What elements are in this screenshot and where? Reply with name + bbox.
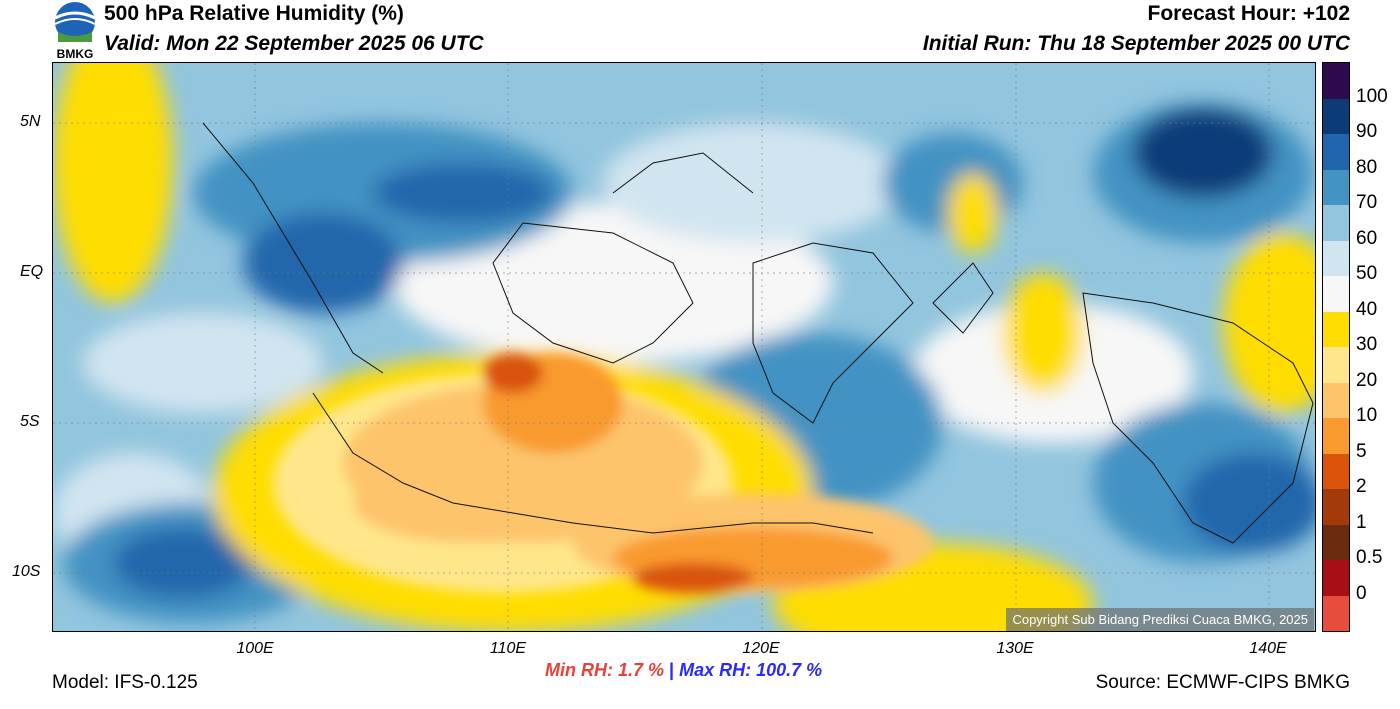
colorbar-segment (1323, 560, 1349, 596)
colorbar-label: 0.5 (1356, 547, 1383, 568)
colorbar-label: 70 (1356, 192, 1378, 213)
colorbar-segment (1323, 63, 1349, 99)
colorbar-label: 20 (1356, 369, 1378, 391)
colorbar-segment (1323, 595, 1349, 631)
colorbar-label: 80 (1356, 156, 1378, 178)
max-rh: Max RH: 100.7 % (679, 660, 823, 680)
colorbar-segment (1323, 169, 1349, 205)
colorbar-segment (1323, 453, 1349, 489)
svg-text:BMKG: BMKG (57, 47, 94, 61)
lat-label-5s: 5S (20, 413, 40, 430)
colorbar-label: 40 (1356, 298, 1378, 320)
map-title: 500 hPa Relative Humidity (%) (104, 2, 404, 25)
humidity-field (53, 63, 1315, 631)
lon-label-110e: 110E (489, 640, 527, 657)
colorbar-segment (1323, 98, 1349, 134)
humidity-map (52, 62, 1316, 632)
valid-time: Valid: Mon 22 September 2025 06 UTC (104, 32, 484, 55)
lon-label-140e: 140E (1249, 640, 1287, 657)
colorbar-segment (1323, 205, 1349, 241)
colorbar-segment (1323, 311, 1349, 347)
colorbar-label: 60 (1356, 227, 1378, 249)
colorbar-label: 0 (1356, 582, 1367, 604)
colorbar-segment (1323, 347, 1349, 383)
colorbar-label: 30 (1356, 334, 1378, 355)
colorbar-label: 2 (1356, 476, 1367, 497)
colorbar-label: 50 (1356, 263, 1378, 284)
colorbar-segment (1323, 524, 1349, 560)
rh-stats: Min RH: 1.7 % | Max RH: 100.7 % (545, 660, 822, 681)
lat-label-5n: 5N (20, 113, 41, 130)
colorbar-label: 100 (1356, 85, 1388, 107)
model-label: Model: IFS-0.125 (52, 672, 198, 693)
initial-run: Initial Run: Thu 18 September 2025 00 UT… (922, 32, 1350, 55)
lon-label-100e: 100E (236, 640, 274, 657)
lon-label-120e: 120E (742, 640, 780, 657)
source-label: Source: ECMWF-CIPS BMKG (1095, 672, 1350, 693)
colorbar-segment (1323, 134, 1349, 170)
lat-label-eq: EQ (20, 263, 44, 280)
colorbar-label: 10 (1356, 405, 1378, 426)
colorbar-segment (1323, 418, 1349, 454)
colorbar-segment (1323, 489, 1349, 525)
colorbar-segment (1323, 382, 1349, 418)
colorbar-label: 5 (1356, 440, 1367, 462)
lat-label-10s: 10S (12, 563, 41, 580)
stats-separator: | (669, 660, 675, 680)
colorbar (1322, 62, 1350, 632)
forecast-hour: Forecast Hour: +102 (1147, 2, 1351, 25)
colorbar-segment (1323, 276, 1349, 312)
lon-label-130e: 130E (996, 640, 1034, 657)
bmkg-logo: BMKG (50, 0, 100, 62)
min-rh: Min RH: 1.7 % (545, 660, 665, 680)
colorbar-label: 90 (1356, 121, 1378, 142)
colorbar-label: 1 (1356, 511, 1367, 533)
copyright-notice: Copyright Sub Bidang Prediksi Cuaca BMKG… (1006, 608, 1314, 631)
colorbar-segment (1323, 240, 1349, 276)
